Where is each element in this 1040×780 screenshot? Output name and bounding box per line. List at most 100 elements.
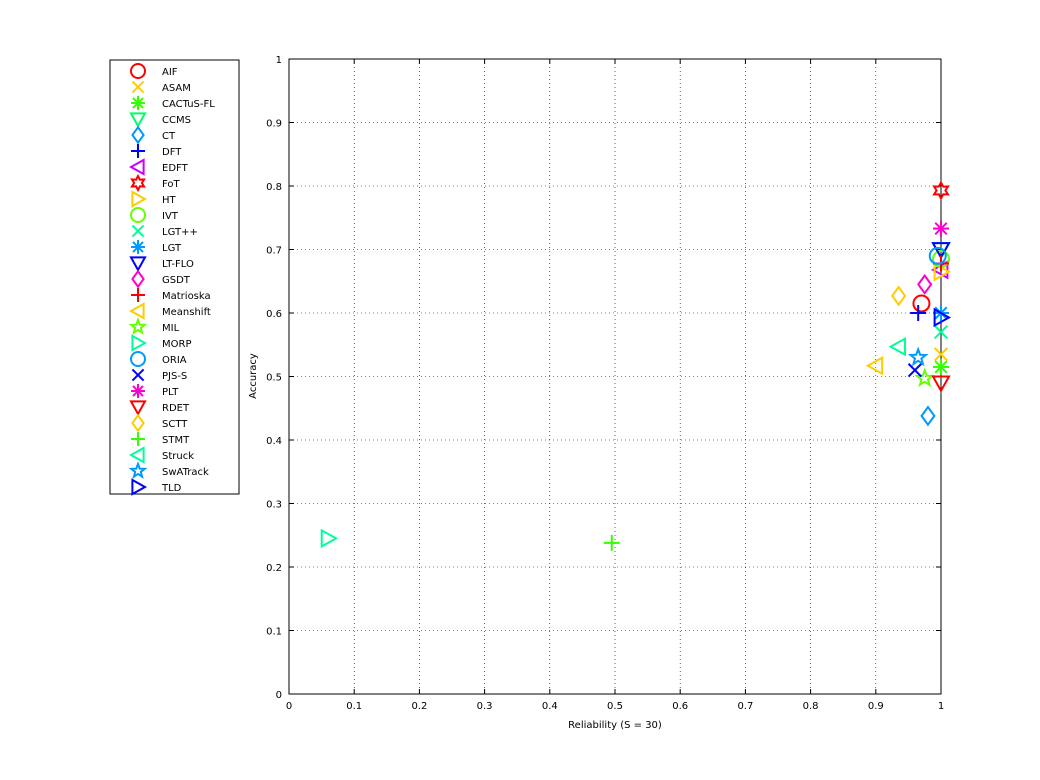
legend-label: MIL	[162, 323, 180, 334]
legend-marker-lgt-	[131, 224, 145, 238]
legend-marker-plt	[131, 384, 145, 398]
legend-label: LGT++	[162, 227, 198, 238]
y-tick-label: 0.5	[266, 373, 282, 384]
legend-label: EDFT	[162, 163, 189, 174]
data-points	[320, 180, 952, 551]
y-tick-label: 0.6	[266, 309, 282, 320]
x-tick-label: 0.2	[411, 701, 427, 712]
data-point-oria	[928, 246, 947, 265]
legend-label: ORIA	[162, 355, 187, 366]
legend-marker-ivt	[130, 207, 146, 223]
data-point-tld	[933, 307, 952, 328]
legend-label: DFT	[162, 147, 182, 158]
legend-marker-ccms	[129, 112, 147, 129]
legend-marker-cactus-fl	[131, 96, 145, 110]
data-point-plt	[933, 220, 949, 237]
x-tick-label: 0.8	[803, 701, 819, 712]
legend-marker-gsdt	[131, 269, 145, 289]
legend-label: RDET	[162, 403, 190, 414]
data-point-swatrack	[907, 346, 929, 367]
legend-label: HT	[162, 195, 177, 206]
y-tick-label: 0.3	[266, 500, 282, 511]
legend-label: Meanshift	[162, 307, 211, 318]
x-tick-label: 0.3	[477, 701, 493, 712]
x-tick-label: 0.9	[868, 701, 884, 712]
legend-label: LT-FLO	[162, 259, 194, 270]
y-tick-label: 0	[276, 690, 282, 701]
legend-marker-pjs-s	[131, 368, 145, 382]
legend-marker-matrioska	[131, 288, 145, 302]
data-point-sctt	[890, 285, 907, 307]
data-point-mil	[914, 367, 936, 388]
legend-marker-ct	[131, 125, 145, 145]
legend-label: FoT	[162, 179, 181, 190]
legend-marker-swatrack	[128, 461, 148, 479]
legend-label: PJS-S	[162, 371, 187, 382]
x-tick-label: 0.4	[542, 701, 558, 712]
data-point-fot	[932, 180, 950, 201]
data-point-pjs-s	[907, 363, 923, 378]
legend: AIF ASAM CACTuS-FL CCMS CT DFT EDFT FoT HT IVT LGT…	[109, 59, 240, 496]
legend-marker-ht	[131, 190, 148, 208]
legend-label: SwATrack	[162, 467, 209, 478]
y-tick-label: 0.9	[266, 119, 282, 130]
x-tick-label: 0.7	[737, 701, 753, 712]
legend-marker-struck	[128, 446, 145, 464]
y-tick-label: 0.8	[266, 182, 282, 193]
legend-label: SCTT	[162, 419, 188, 430]
x-tick-label: 1	[938, 701, 944, 712]
data-point-cactus-fl	[933, 358, 949, 375]
data-point-stmt	[603, 534, 620, 551]
legend-marker-fot	[130, 173, 146, 193]
legend-marker-edft	[128, 158, 145, 176]
legend-label: ASAM	[162, 83, 191, 94]
legend-box	[109, 59, 240, 495]
legend-label: LGT	[162, 243, 182, 254]
legend-label: CCMS	[162, 115, 191, 126]
data-point-struck	[888, 336, 907, 357]
legend-label: TLD	[161, 483, 182, 494]
legend-label: Struck	[162, 451, 194, 462]
y-axis-label: Accuracy	[248, 353, 259, 399]
legend-marker-meanshift	[128, 302, 145, 320]
legend-marker-stmt	[131, 432, 145, 446]
data-point-meanshift	[865, 356, 884, 376]
legend-marker-rdet	[129, 400, 147, 417]
legend-label: GSDT	[162, 275, 191, 286]
x-tick-label: 0.1	[346, 701, 362, 712]
x-tick-label: 0	[286, 701, 292, 712]
legend-label: AIF	[162, 67, 178, 78]
legend-marker-aif	[130, 63, 146, 79]
x-tick-label: 0.5	[607, 701, 623, 712]
data-point-gsdt	[917, 273, 933, 295]
y-tick-label: 0.4	[266, 436, 282, 447]
x-tick-label: 0.6	[672, 701, 688, 712]
legend-marker-morp	[131, 334, 148, 352]
legend-marker-tld	[131, 478, 148, 496]
legend-label: IVT	[162, 211, 179, 222]
data-point-asam	[933, 347, 949, 362]
legend-marker-lgt	[131, 240, 145, 254]
x-axis-label: Reliability (S = 30)	[568, 720, 662, 731]
legend-marker-asam	[131, 80, 145, 94]
data-point-dft	[910, 305, 927, 321]
grid	[289, 59, 941, 694]
legend-label: STMT	[162, 435, 190, 446]
legend-marker-dft	[131, 144, 145, 158]
legend-marker-sctt	[131, 413, 145, 433]
legend-label: CACTuS-FL	[162, 99, 215, 110]
axis-ticks: 0 0.1 0.2 0.3 0.4 0.5 0.6 0.7 0.8 0.9 1 0 0.1 0.2 0.3 0…	[266, 55, 944, 712]
y-tick-label: 0.7	[266, 246, 282, 257]
legend-label: Matrioska	[162, 291, 211, 302]
legend-marker-lt-flo	[129, 256, 147, 273]
legend-marker-mil	[128, 317, 148, 335]
data-point-lgt-	[933, 324, 949, 340]
y-tick-label: 0.2	[266, 563, 282, 574]
data-point-aif	[912, 294, 931, 313]
legend-label: CT	[162, 131, 176, 142]
data-point-ct	[920, 405, 936, 427]
y-tick-label: 0.1	[266, 627, 282, 638]
data-point-lt-flo	[931, 242, 951, 260]
legend-label: PLT	[162, 387, 179, 398]
